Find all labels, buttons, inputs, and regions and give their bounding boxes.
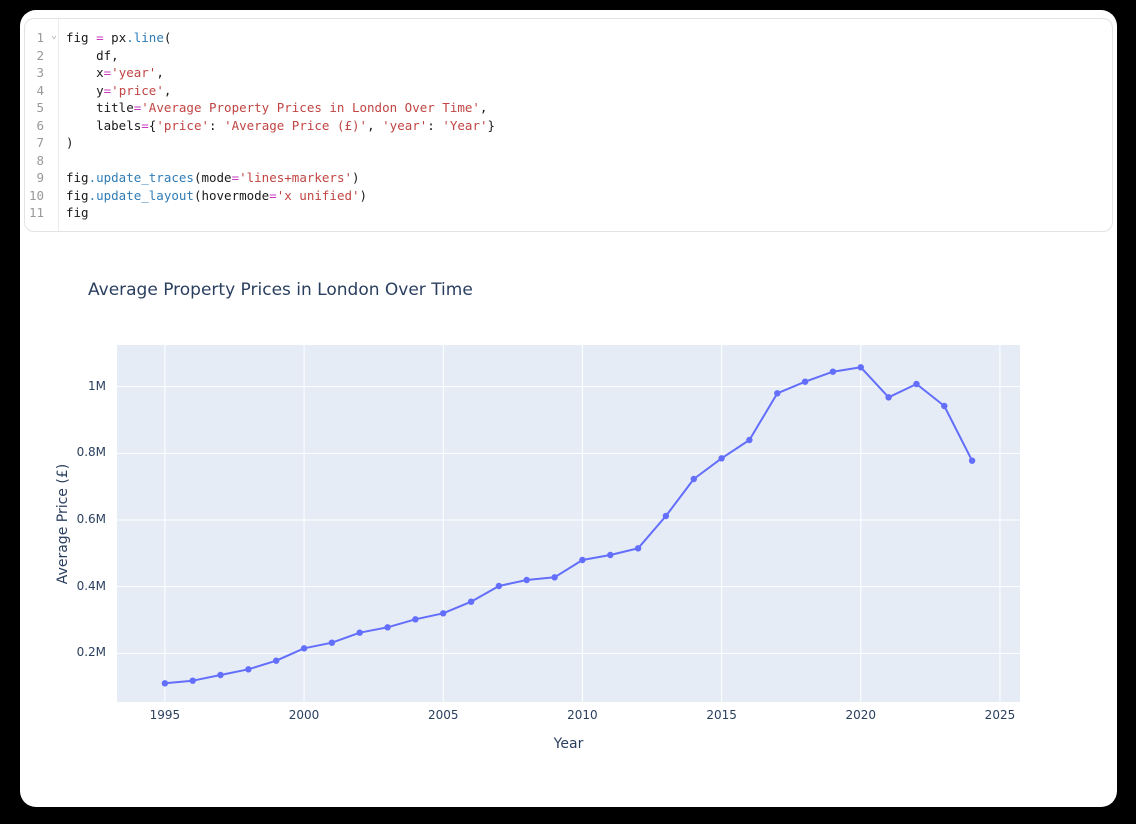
x-axis-title: Year xyxy=(553,736,584,752)
code-text[interactable] xyxy=(58,152,66,170)
code-line[interactable]: 11 fig xyxy=(25,204,1112,222)
data-point-marker[interactable] xyxy=(857,364,864,371)
data-point-marker[interactable] xyxy=(690,475,697,483)
data-point-marker[interactable] xyxy=(607,551,614,559)
code-line[interactable]: 1 ⌄ fig = px.line( xyxy=(25,29,1112,47)
code-line[interactable]: 10 fig.update_layout(hovermode='x unified… xyxy=(25,187,1112,205)
code-text[interactable]: ) xyxy=(66,135,74,150)
plot-background xyxy=(117,345,1020,702)
x-tick-label: 2025 xyxy=(984,708,1016,722)
chart-title: Average Property Prices in London Over T… xyxy=(88,280,473,300)
data-point-marker[interactable] xyxy=(328,639,336,646)
line-number: 6 xyxy=(36,117,44,133)
y-tick-label: 0.2M xyxy=(76,645,106,660)
x-tick-label: 2020 xyxy=(845,708,877,722)
data-point-marker[interactable] xyxy=(885,394,892,401)
code-text[interactable]: fig.update_layout(hovermode='x unified') xyxy=(66,187,368,203)
data-point-marker[interactable] xyxy=(217,671,224,679)
code-line[interactable]: 8 xyxy=(25,152,1112,170)
data-point-marker[interactable] xyxy=(579,556,586,564)
data-point-marker[interactable] xyxy=(968,457,976,464)
code-editor[interactable]: 1 ⌄ fig = px.line(2 df, 3 x='year', 4 y='pri… xyxy=(25,19,1112,231)
code-text[interactable]: y='price', xyxy=(66,82,172,98)
data-point-marker[interactable] xyxy=(913,380,920,388)
data-point-marker[interactable] xyxy=(189,677,196,684)
code-text[interactable]: fig xyxy=(66,205,89,220)
data-point-marker[interactable] xyxy=(551,574,558,581)
code-line[interactable]: 5 title='Average Property Prices in Lond… xyxy=(25,99,1112,117)
line-number: 9 xyxy=(36,170,44,185)
line-number: 8 xyxy=(36,152,44,168)
code-text[interactable]: df, xyxy=(66,47,119,63)
code-line[interactable]: 3 x='year', xyxy=(25,64,1112,82)
code-text[interactable]: labels={'price': 'Average Price (£)', 'y… xyxy=(66,117,496,133)
x-tick-label: 2000 xyxy=(288,708,320,722)
data-point-marker[interactable] xyxy=(495,582,503,590)
code-line[interactable]: 6 labels={'price': 'Average Price (£)', … xyxy=(25,117,1112,135)
data-point-marker[interactable] xyxy=(801,378,809,385)
line-number: 3 xyxy=(36,65,44,80)
x-tick-label: 2005 xyxy=(427,708,459,722)
line-number: 10 xyxy=(28,187,44,203)
data-point-marker[interactable] xyxy=(718,455,725,462)
data-point-marker[interactable] xyxy=(412,616,419,623)
data-point-marker[interactable] xyxy=(161,680,169,687)
line-number: 1 ⌄ xyxy=(25,29,58,47)
data-point-marker[interactable] xyxy=(746,436,753,444)
y-tick-label: 0.6M xyxy=(76,512,106,526)
code-line[interactable]: 2 df, xyxy=(25,47,1112,65)
line-number: 7 xyxy=(36,135,44,150)
code-rows[interactable]: 1 ⌄ fig = px.line(2 df, 3 x='year', 4 y='pri… xyxy=(25,29,1112,222)
code-line[interactable]: 4 y='price', xyxy=(25,82,1112,100)
notebook-card: 1 ⌄ fig = px.line(2 df, 3 x='year', 4 y='pri… xyxy=(20,10,1117,807)
y-tick-label: 0.4M xyxy=(76,578,106,593)
plot-area[interactable] xyxy=(117,345,1020,702)
data-point-marker[interactable] xyxy=(774,390,781,397)
data-point-marker[interactable] xyxy=(467,598,475,605)
data-point-marker[interactable] xyxy=(300,645,308,652)
code-cell[interactable]: 1 ⌄ fig = px.line(2 df, 3 x='year', 4 y='pri… xyxy=(24,18,1113,232)
y-axis-title: Average Price (£) xyxy=(55,463,71,584)
data-point-marker[interactable] xyxy=(356,629,363,636)
data-point-marker[interactable] xyxy=(440,610,447,617)
code-line[interactable]: 7) xyxy=(25,134,1112,152)
line-number: 11 xyxy=(28,205,44,220)
data-point-marker[interactable] xyxy=(634,545,642,552)
data-point-marker[interactable] xyxy=(829,368,837,375)
x-tick-label: 1995 xyxy=(149,708,181,722)
line-number: 5 xyxy=(36,100,44,115)
data-point-marker[interactable] xyxy=(523,576,530,584)
gutter-divider xyxy=(58,19,59,231)
plotly-chart-output[interactable]: Average Property Prices in London Over T… xyxy=(20,242,1117,807)
data-point-marker[interactable] xyxy=(941,402,948,410)
y-tick-label: 1M xyxy=(88,378,106,393)
code-line[interactable]: 9 fig.update_traces(mode='lines+markers') xyxy=(25,169,1112,187)
code-text[interactable]: x='year', xyxy=(66,65,164,80)
data-point-marker[interactable] xyxy=(662,512,670,520)
fold-chevron-icon[interactable]: ⌄ xyxy=(50,30,57,41)
x-tick-label: 2010 xyxy=(567,708,598,722)
code-text[interactable]: title='Average Property Prices in London… xyxy=(66,100,488,115)
data-point-marker[interactable] xyxy=(245,666,252,673)
line-number: 4 xyxy=(36,82,44,98)
code-text[interactable]: fig.update_traces(mode='lines+markers') xyxy=(66,170,360,185)
data-point-marker[interactable] xyxy=(384,624,391,631)
code-text[interactable]: fig = px.line( xyxy=(66,30,172,45)
line-number: 2 xyxy=(36,47,44,63)
data-point-marker[interactable] xyxy=(273,657,280,664)
x-tick-label: 2015 xyxy=(706,708,737,722)
y-tick-label: 0.8M xyxy=(76,445,106,460)
line-series[interactable] xyxy=(163,366,974,685)
